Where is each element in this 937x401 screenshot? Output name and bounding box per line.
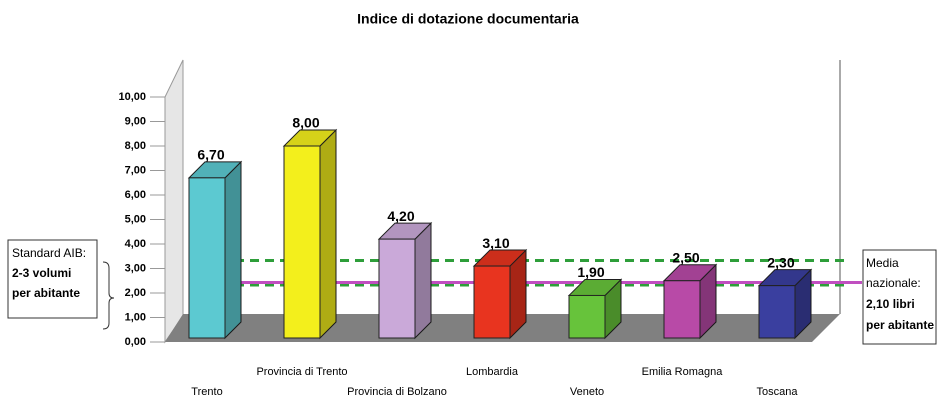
- bar: [568, 294, 606, 339]
- bar: [473, 265, 511, 339]
- annotation-box: [862, 249, 937, 345]
- data-label: 6,70: [197, 147, 224, 163]
- y-tick-label: 2,00: [125, 287, 146, 299]
- y-tick-label: 0,00: [125, 336, 146, 348]
- bar: [283, 145, 321, 339]
- annotation-box: [7, 239, 98, 319]
- chart-title: Indice di dotazione documentaria: [357, 11, 579, 27]
- y-tick-label: 4,00: [125, 238, 146, 250]
- bar-side: [319, 128, 337, 340]
- y-tick-label: 8,00: [125, 140, 146, 152]
- bar: [378, 238, 416, 339]
- x-tick-label: Provincia di Trento: [256, 366, 347, 378]
- data-label: 8,00: [292, 115, 319, 131]
- bar: [188, 177, 226, 339]
- y-tick-label: 10,00: [118, 91, 146, 103]
- brace: [102, 261, 115, 330]
- standard-box: Standard AIB: 2-3 volumi per abitante: [7, 239, 115, 330]
- annotation-text: 2,10 libri: [866, 297, 915, 311]
- annotation-text: per abitante: [12, 286, 80, 300]
- x-tick-label: Toscana: [757, 386, 799, 398]
- y-tick-label: 7,00: [125, 164, 146, 176]
- y-tick-label: 9,00: [125, 115, 146, 127]
- annotation-text: Media: [866, 256, 899, 270]
- data-label: 2,30: [767, 254, 794, 270]
- media-box: Media nazionale: 2,10 libri per abitante: [862, 249, 937, 345]
- y-tick-label: 5,00: [125, 213, 146, 225]
- annotation-text: Standard AIB:: [12, 246, 86, 260]
- bar: [758, 285, 796, 339]
- x-tick-label: Trento: [191, 386, 222, 398]
- bar-side: [414, 221, 432, 340]
- y-tick-label: 1,00: [125, 311, 146, 323]
- data-label: 3,10: [482, 235, 509, 251]
- annotation-text: nazionale:: [866, 276, 921, 290]
- x-tick-label: Provincia di Bolzano: [347, 386, 447, 398]
- annotation-text: per abitante: [866, 318, 934, 332]
- x-tick-label: Lombardia: [466, 366, 519, 378]
- side-wall: [164, 59, 184, 344]
- annotation-text: 2-3 volumi: [12, 266, 71, 280]
- bar-side: [224, 160, 242, 340]
- data-label: 2,50: [672, 249, 699, 265]
- y-tick-label: 3,00: [125, 262, 146, 274]
- y-tick-label: 6,00: [125, 189, 146, 201]
- data-label: 1,90: [577, 264, 604, 280]
- x-tick-label: Veneto: [570, 386, 604, 398]
- x-tick-label: Emilia Romagna: [642, 366, 724, 378]
- data-label: 4,20: [387, 208, 414, 224]
- bar: [663, 280, 701, 339]
